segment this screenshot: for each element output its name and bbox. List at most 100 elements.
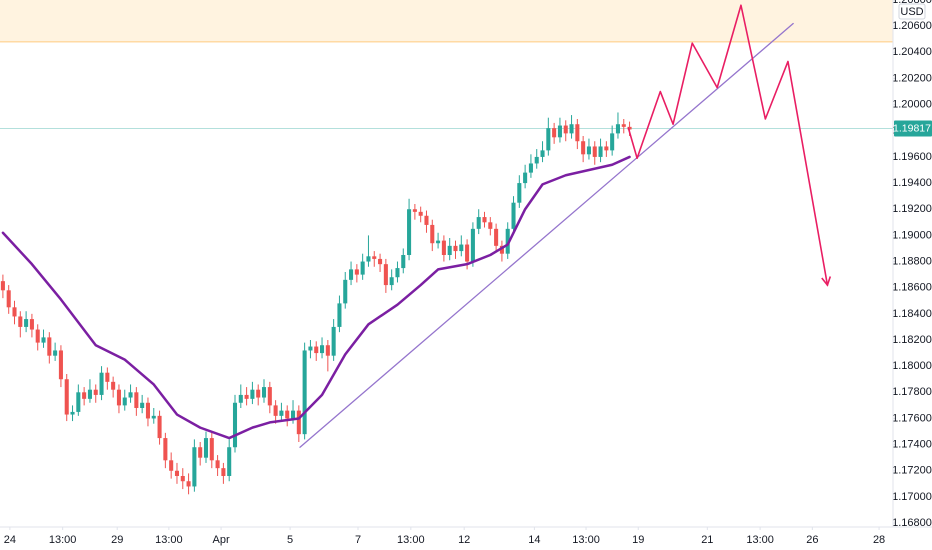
candle-body	[476, 217, 481, 229]
candle-body	[261, 387, 267, 398]
candle-body	[563, 125, 568, 134]
candle-body	[24, 319, 29, 327]
x-tick-label: 13:00	[572, 534, 600, 546]
candle-body	[424, 215, 429, 225]
candle-body	[470, 228, 475, 262]
trend-line	[299, 22, 794, 448]
candle-body	[412, 209, 417, 212]
x-tick-label: 19	[632, 534, 644, 546]
candle-body	[308, 346, 313, 351]
candle-body	[343, 279, 348, 304]
candle-body	[221, 468, 226, 476]
candle-body	[93, 389, 98, 395]
candle-body	[134, 392, 139, 408]
candle-body	[366, 256, 371, 262]
candle-body	[180, 476, 185, 482]
y-tick-label: 1.17200	[892, 465, 932, 477]
moving-average	[1, 155, 631, 440]
candle-body	[140, 402, 145, 408]
resistance-zone	[0, 0, 893, 42]
x-tick-label: 13:00	[155, 534, 183, 546]
candle-body	[569, 124, 574, 134]
candle-body	[337, 303, 342, 327]
candle-body	[552, 128, 557, 138]
y-tick-label: 1.20400	[892, 46, 932, 58]
candle-body	[128, 392, 133, 398]
candle-body	[273, 405, 278, 416]
y-tick-label: 1.19400	[892, 177, 932, 189]
candle-body	[320, 345, 325, 354]
y-tick-label: 1.17000	[892, 491, 932, 503]
x-tick-label: 5	[287, 534, 293, 546]
candle-body	[47, 337, 52, 356]
candle-body	[610, 133, 615, 151]
y-tick-label: 1.16800	[892, 517, 932, 529]
candle-body	[430, 224, 435, 244]
candle-body	[407, 209, 412, 255]
candle-body	[58, 350, 63, 380]
candle-body	[441, 240, 446, 255]
candle-body	[372, 256, 377, 259]
y-tick-label: 1.18600	[892, 282, 932, 294]
y-tick-label: 1.20800	[892, 0, 932, 6]
candle-body	[436, 240, 441, 244]
y-tick-label: 1.18400	[892, 308, 932, 320]
y-tick-label: 1.19200	[892, 203, 932, 215]
projection-path	[627, 4, 829, 286]
candle-body	[6, 290, 11, 308]
candle-body	[453, 245, 458, 252]
candle-body	[546, 128, 551, 151]
candle-body	[267, 387, 272, 406]
y-tick-label: 1.19600	[892, 151, 932, 163]
candle-body	[517, 183, 522, 203]
candle-body	[395, 268, 400, 278]
candle-body	[534, 156, 539, 164]
candle-body	[157, 415, 162, 439]
y-tick-label: 1.17800	[892, 386, 932, 398]
x-tick-label: 13:00	[746, 534, 774, 546]
candle-body	[401, 255, 406, 269]
candle-body	[105, 372, 110, 382]
y-tick-label: 1.19000	[892, 229, 932, 241]
x-tick-label: 12	[458, 534, 470, 546]
candle-body	[488, 222, 493, 229]
candle-body	[349, 269, 354, 280]
candle-body	[505, 228, 510, 254]
candle-body	[192, 447, 197, 487]
candle-body	[41, 337, 46, 343]
candle-body	[53, 350, 58, 356]
candle-body	[383, 264, 388, 286]
candle-body	[592, 146, 597, 157]
candle-body	[29, 319, 34, 330]
x-tick-label: 21	[701, 534, 713, 546]
candle-body	[447, 245, 452, 255]
candle-body	[279, 410, 284, 416]
candle-body	[575, 124, 580, 142]
candle-body	[12, 307, 17, 317]
candle-body	[389, 277, 394, 286]
candle-body	[354, 269, 359, 275]
candle-body	[227, 447, 232, 476]
y-tick-label: 1.20000	[892, 99, 932, 111]
candle-body	[145, 402, 150, 419]
candle-body	[151, 415, 156, 419]
candle-body	[186, 481, 191, 487]
y-tick-label: 1.17400	[892, 439, 932, 451]
candle-body	[296, 410, 301, 435]
candle-body	[581, 141, 586, 155]
candle-body	[209, 438, 214, 461]
candle-body	[238, 394, 243, 403]
candle-body	[604, 146, 609, 151]
candle-body	[76, 392, 81, 412]
candle-body	[325, 345, 330, 356]
x-tick-label: 26	[806, 534, 818, 546]
candle-body	[615, 124, 620, 134]
currency-label: USD	[900, 6, 923, 18]
candle-body	[70, 411, 75, 415]
x-tick-label: 13:00	[49, 534, 77, 546]
candle-body	[465, 244, 470, 262]
candle-body	[621, 124, 626, 127]
candle-body	[250, 389, 255, 399]
candle-body	[35, 329, 40, 343]
candle-body	[174, 470, 180, 476]
